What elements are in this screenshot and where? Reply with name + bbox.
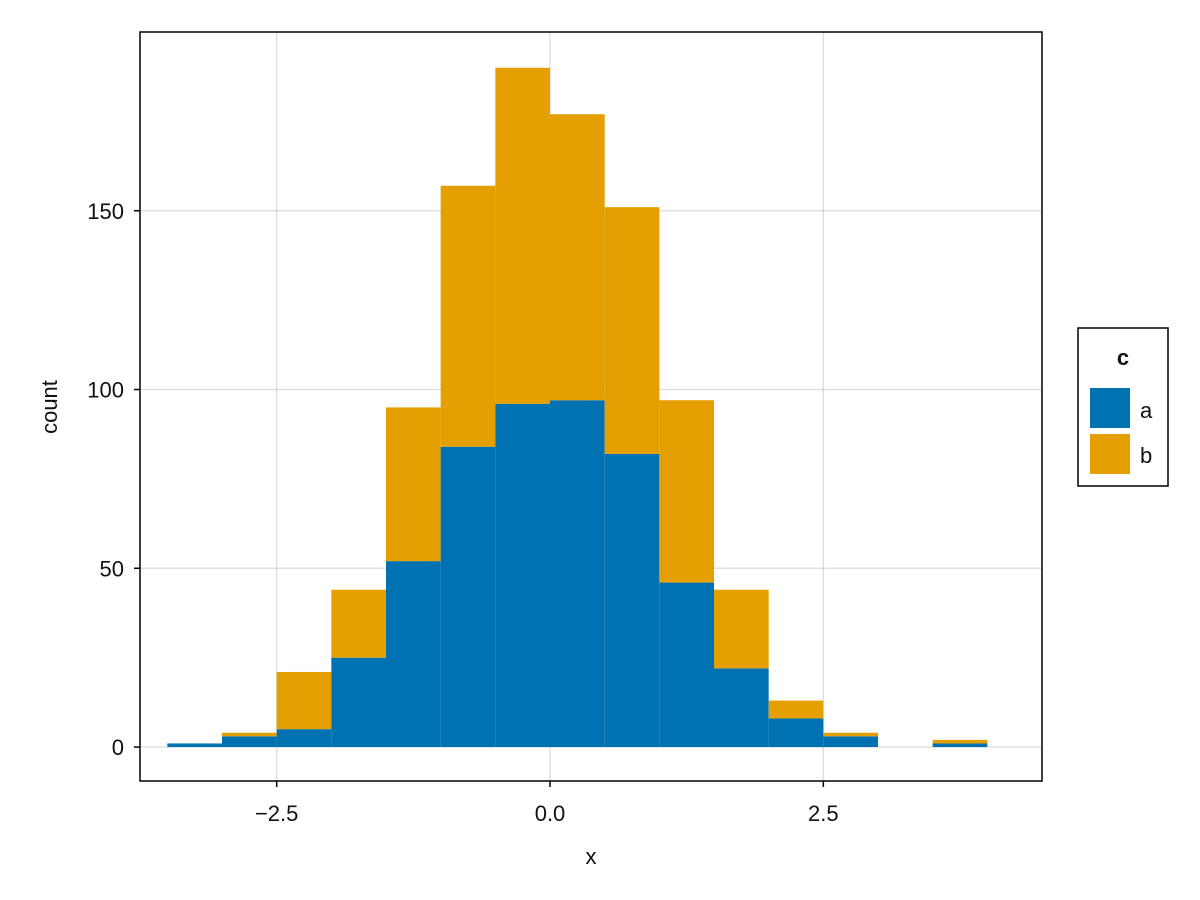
bar-a-bin-7 [550, 400, 605, 748]
bar-b-bin-2 [276, 671, 332, 730]
bar-b-bin-6 [495, 67, 550, 404]
bar-a-bin-12 [823, 736, 878, 748]
bar-a-bin-10 [714, 668, 769, 748]
legend: c a b [1077, 327, 1169, 487]
legend-swatch-b [1090, 434, 1130, 474]
y-tick-label: 100 [87, 378, 124, 403]
bar-b-bin-3 [331, 589, 386, 658]
y-axis-title: count [37, 380, 62, 434]
legend-label-b: b [1140, 443, 1152, 468]
bar-a-bin-8 [604, 453, 660, 748]
bar-a-bin-9 [659, 582, 714, 748]
y-tick-label: 50 [100, 556, 124, 581]
x-axis-title: x [586, 844, 597, 869]
bar-b-bin-11 [768, 700, 824, 719]
x-tick-label: 0.0 [535, 801, 566, 826]
bar-b-bin-4 [386, 407, 441, 562]
bar-b-bin-12 [823, 732, 878, 737]
bar-a-bin-11 [768, 718, 824, 748]
bar-a-bin-2 [276, 729, 332, 748]
bar-a-bin-4 [386, 561, 441, 748]
legend-label-a: a [1140, 398, 1153, 423]
bar-a-bin-1 [222, 736, 277, 748]
bar-b-bin-1 [222, 732, 277, 737]
bar-a-bin-0 [167, 743, 222, 748]
bar-a-bin-5 [440, 446, 496, 748]
bar-b-bin-9 [659, 400, 714, 583]
bar-a-bin-3 [331, 657, 386, 748]
axis-ticks: −2.5 0.0 2.5 0 50 100 150 [87, 199, 838, 826]
y-tick-label: 150 [87, 199, 124, 224]
x-tick-label: 2.5 [808, 801, 839, 826]
bar-b-bin-5 [440, 185, 496, 447]
bar-b-bin-8 [604, 207, 660, 454]
legend-title: c [1117, 345, 1129, 370]
bar-b-bin-14 [932, 739, 988, 744]
bar-a-bin-14 [932, 743, 988, 748]
y-tick-label: 0 [112, 735, 124, 760]
legend-swatch-a [1090, 388, 1130, 428]
bar-b-bin-10 [714, 589, 769, 669]
bar-b-bin-7 [550, 114, 605, 401]
bar-a-bin-6 [495, 403, 550, 748]
plot-frame [139, 31, 1043, 782]
x-tick-label: −2.5 [255, 801, 298, 826]
histogram-bars [167, 67, 988, 748]
